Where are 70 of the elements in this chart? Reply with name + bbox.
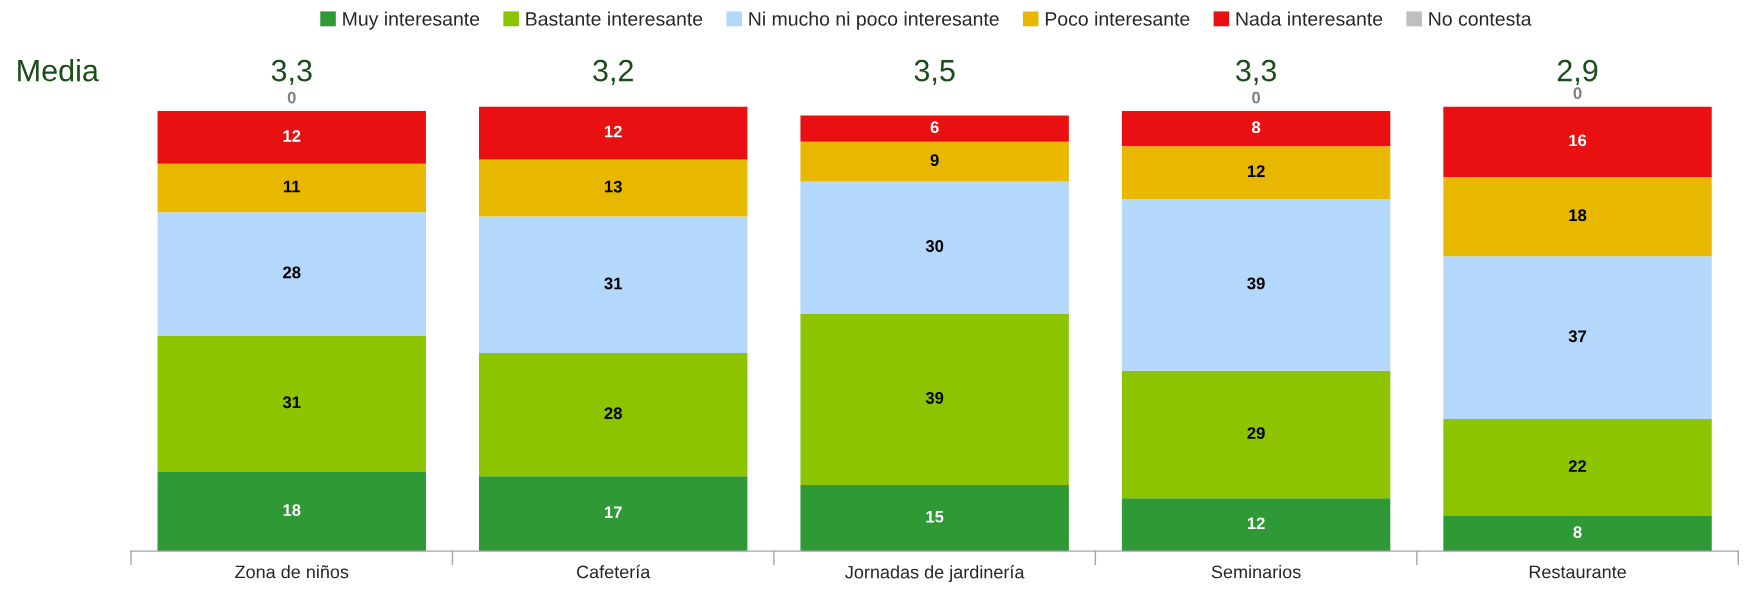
bar xyxy=(1121,370,1391,499)
data-label: 12 xyxy=(283,130,301,142)
data-label: 0 xyxy=(287,91,296,104)
data-label: 39 xyxy=(1247,277,1265,290)
bar xyxy=(1443,515,1712,552)
x-tick-label: Seminarios xyxy=(1211,565,1301,579)
legend-label: Ni mucho ni poco interesante xyxy=(749,11,999,30)
data-label: 31 xyxy=(604,277,622,290)
data-label: 39 xyxy=(925,391,944,404)
text: 3,5 xyxy=(914,59,955,86)
data-label: 17 xyxy=(604,506,622,519)
text: 2,9 xyxy=(1557,59,1598,86)
bar xyxy=(1121,199,1391,371)
text: 3,2 xyxy=(593,59,633,86)
bar xyxy=(1443,256,1712,420)
bar xyxy=(800,141,1069,182)
bar xyxy=(1443,177,1712,257)
data-label: 0 xyxy=(1252,91,1261,104)
data-label: 12 xyxy=(1247,165,1265,177)
data-label: 8 xyxy=(1251,121,1261,134)
bar xyxy=(1443,419,1712,516)
bar xyxy=(1121,146,1391,200)
legend-label: Nada interesante xyxy=(1236,11,1383,26)
bar xyxy=(478,476,748,552)
bar xyxy=(800,313,1069,486)
legend-label: Poco interesante xyxy=(1045,11,1190,26)
data-label: 28 xyxy=(283,266,301,279)
data-label: 12 xyxy=(604,125,622,138)
bar xyxy=(157,335,426,472)
legend-label: No contesta xyxy=(1429,12,1532,26)
legend-label: Muy interesante xyxy=(343,11,480,30)
text: Media xyxy=(18,58,99,82)
data-label: 37 xyxy=(1568,330,1587,343)
bar xyxy=(1121,498,1391,552)
data-label: 0 xyxy=(1573,87,1582,100)
data-label: 12 xyxy=(1247,517,1265,530)
bar xyxy=(478,353,748,477)
data-label: 28 xyxy=(604,407,622,420)
data-label: 22 xyxy=(1568,460,1587,472)
data-label: 11 xyxy=(283,180,301,193)
bar xyxy=(157,163,426,213)
bar xyxy=(800,115,1069,142)
bar xyxy=(800,485,1069,552)
data-label: 16 xyxy=(1569,134,1587,147)
data-label: 15 xyxy=(926,510,944,523)
data-label: 13 xyxy=(604,180,622,193)
bar xyxy=(478,106,748,160)
data-label: 18 xyxy=(283,504,301,516)
data-label: 18 xyxy=(1569,209,1587,222)
x-tick-label: Zona de niños xyxy=(235,565,349,579)
data-label: 31 xyxy=(282,396,301,409)
x-tick-label: Cafetería xyxy=(576,564,651,579)
bar xyxy=(800,181,1069,314)
data-label: 9 xyxy=(930,154,939,167)
data-label: 30 xyxy=(925,240,944,252)
x-tick-label: Jornadas de jardinería xyxy=(845,565,1025,583)
data-label: 6 xyxy=(930,121,939,134)
text: 3,3 xyxy=(271,59,312,86)
bar xyxy=(157,471,426,552)
text: 3,3 xyxy=(1236,59,1276,86)
x-tick-label: Restaurante xyxy=(1529,565,1626,579)
data-label: 8 xyxy=(1573,526,1582,539)
bar xyxy=(478,159,748,217)
bar xyxy=(157,110,426,164)
bar xyxy=(478,216,748,354)
legend-label: Bastante interesante xyxy=(526,11,703,26)
data-label: 29 xyxy=(1247,427,1265,439)
bar xyxy=(1443,106,1712,177)
bar xyxy=(157,212,426,336)
bar xyxy=(1121,110,1391,147)
